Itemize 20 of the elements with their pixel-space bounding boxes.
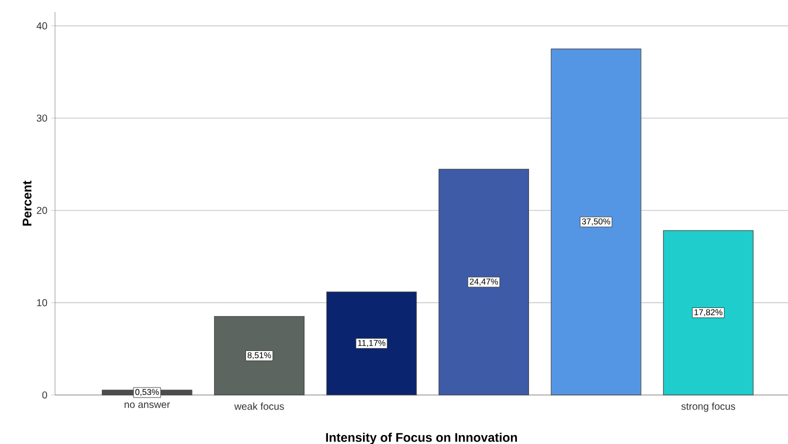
y-tick-label: 30: [36, 114, 48, 122]
y-tick-label: 0: [42, 391, 48, 399]
x-axis-title: Intensity of Focus on Innovation: [326, 432, 517, 444]
y-tick-label: 40: [36, 22, 48, 30]
data-label: 37,50%: [582, 218, 610, 226]
bar: [326, 292, 417, 396]
x-tick-label: strong focus: [681, 402, 736, 412]
data-label: 24,47%: [470, 278, 498, 286]
x-tick-label: no answer: [124, 402, 170, 408]
bar: [663, 230, 754, 396]
data-label: 8,51%: [248, 352, 272, 360]
x-tick-label: weak focus: [234, 402, 284, 410]
y-tick-label: 10: [37, 299, 48, 306]
bar: [438, 168, 529, 396]
y-axis-title: Percent: [22, 180, 32, 226]
data-label: 11,17%: [358, 340, 386, 347]
data-label: 0,53%: [135, 389, 159, 396]
data-label: 17,82%: [694, 309, 722, 316]
bar: [550, 48, 642, 396]
y-tick-label: 20: [36, 206, 48, 214]
